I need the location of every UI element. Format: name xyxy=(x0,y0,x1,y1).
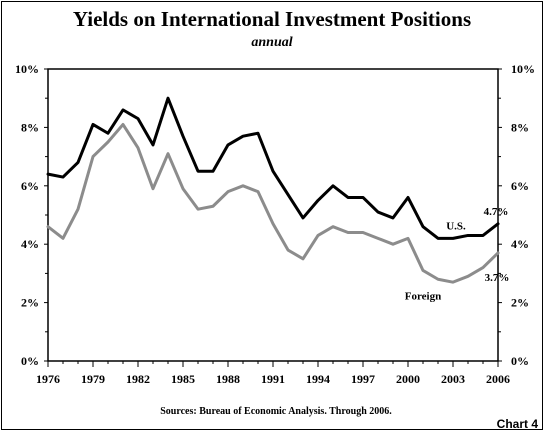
series-label-us: U.S. xyxy=(446,220,466,232)
y-tick-label-right: 8% xyxy=(511,120,529,134)
x-tick-label: 1985 xyxy=(171,372,195,386)
source-note: Sources: Bureau of Economic Analysis. Th… xyxy=(160,406,392,417)
end-value-us: 4.7% xyxy=(484,206,509,218)
series-line-us xyxy=(46,96,500,240)
y-tick-label-left: 10% xyxy=(15,62,39,76)
y-tick-label-right: 2% xyxy=(511,296,529,310)
y-tick-label-left: 2% xyxy=(21,296,39,310)
x-tick-label: 1982 xyxy=(126,372,150,386)
y-tick-label-right: 10% xyxy=(511,62,535,76)
series-line-foreign xyxy=(46,122,500,284)
x-tick-label: 1979 xyxy=(81,372,105,386)
x-tick-label: 2006 xyxy=(486,372,510,386)
x-tick-label: 1997 xyxy=(351,372,375,386)
x-tick-label: 1976 xyxy=(36,372,60,386)
y-tick-label-left: 4% xyxy=(21,237,39,251)
y-tick-label-left: 0% xyxy=(21,354,39,368)
chart-title: Yields on International Investment Posit… xyxy=(73,7,471,31)
y-tick-label-right: 6% xyxy=(511,179,529,193)
x-tick-label: 1991 xyxy=(261,372,285,386)
x-tick-label: 2000 xyxy=(396,372,420,386)
x-tick-label: 2003 xyxy=(441,372,465,386)
end-value-foreign: 3.7% xyxy=(485,272,510,284)
chart-subtitle: annual xyxy=(251,35,292,50)
x-tick-label: 1994 xyxy=(306,372,330,386)
y-tick-label-right: 4% xyxy=(511,237,529,251)
plot-area xyxy=(47,68,499,362)
y-tick-label-left: 6% xyxy=(21,179,39,193)
chart-number: Chart 4 xyxy=(497,417,539,431)
y-tick-label-right: 0% xyxy=(511,354,529,368)
y-tick-label-left: 8% xyxy=(21,120,39,134)
series-label-foreign: Foreign xyxy=(405,291,441,303)
x-tick-label: 1988 xyxy=(216,372,240,386)
